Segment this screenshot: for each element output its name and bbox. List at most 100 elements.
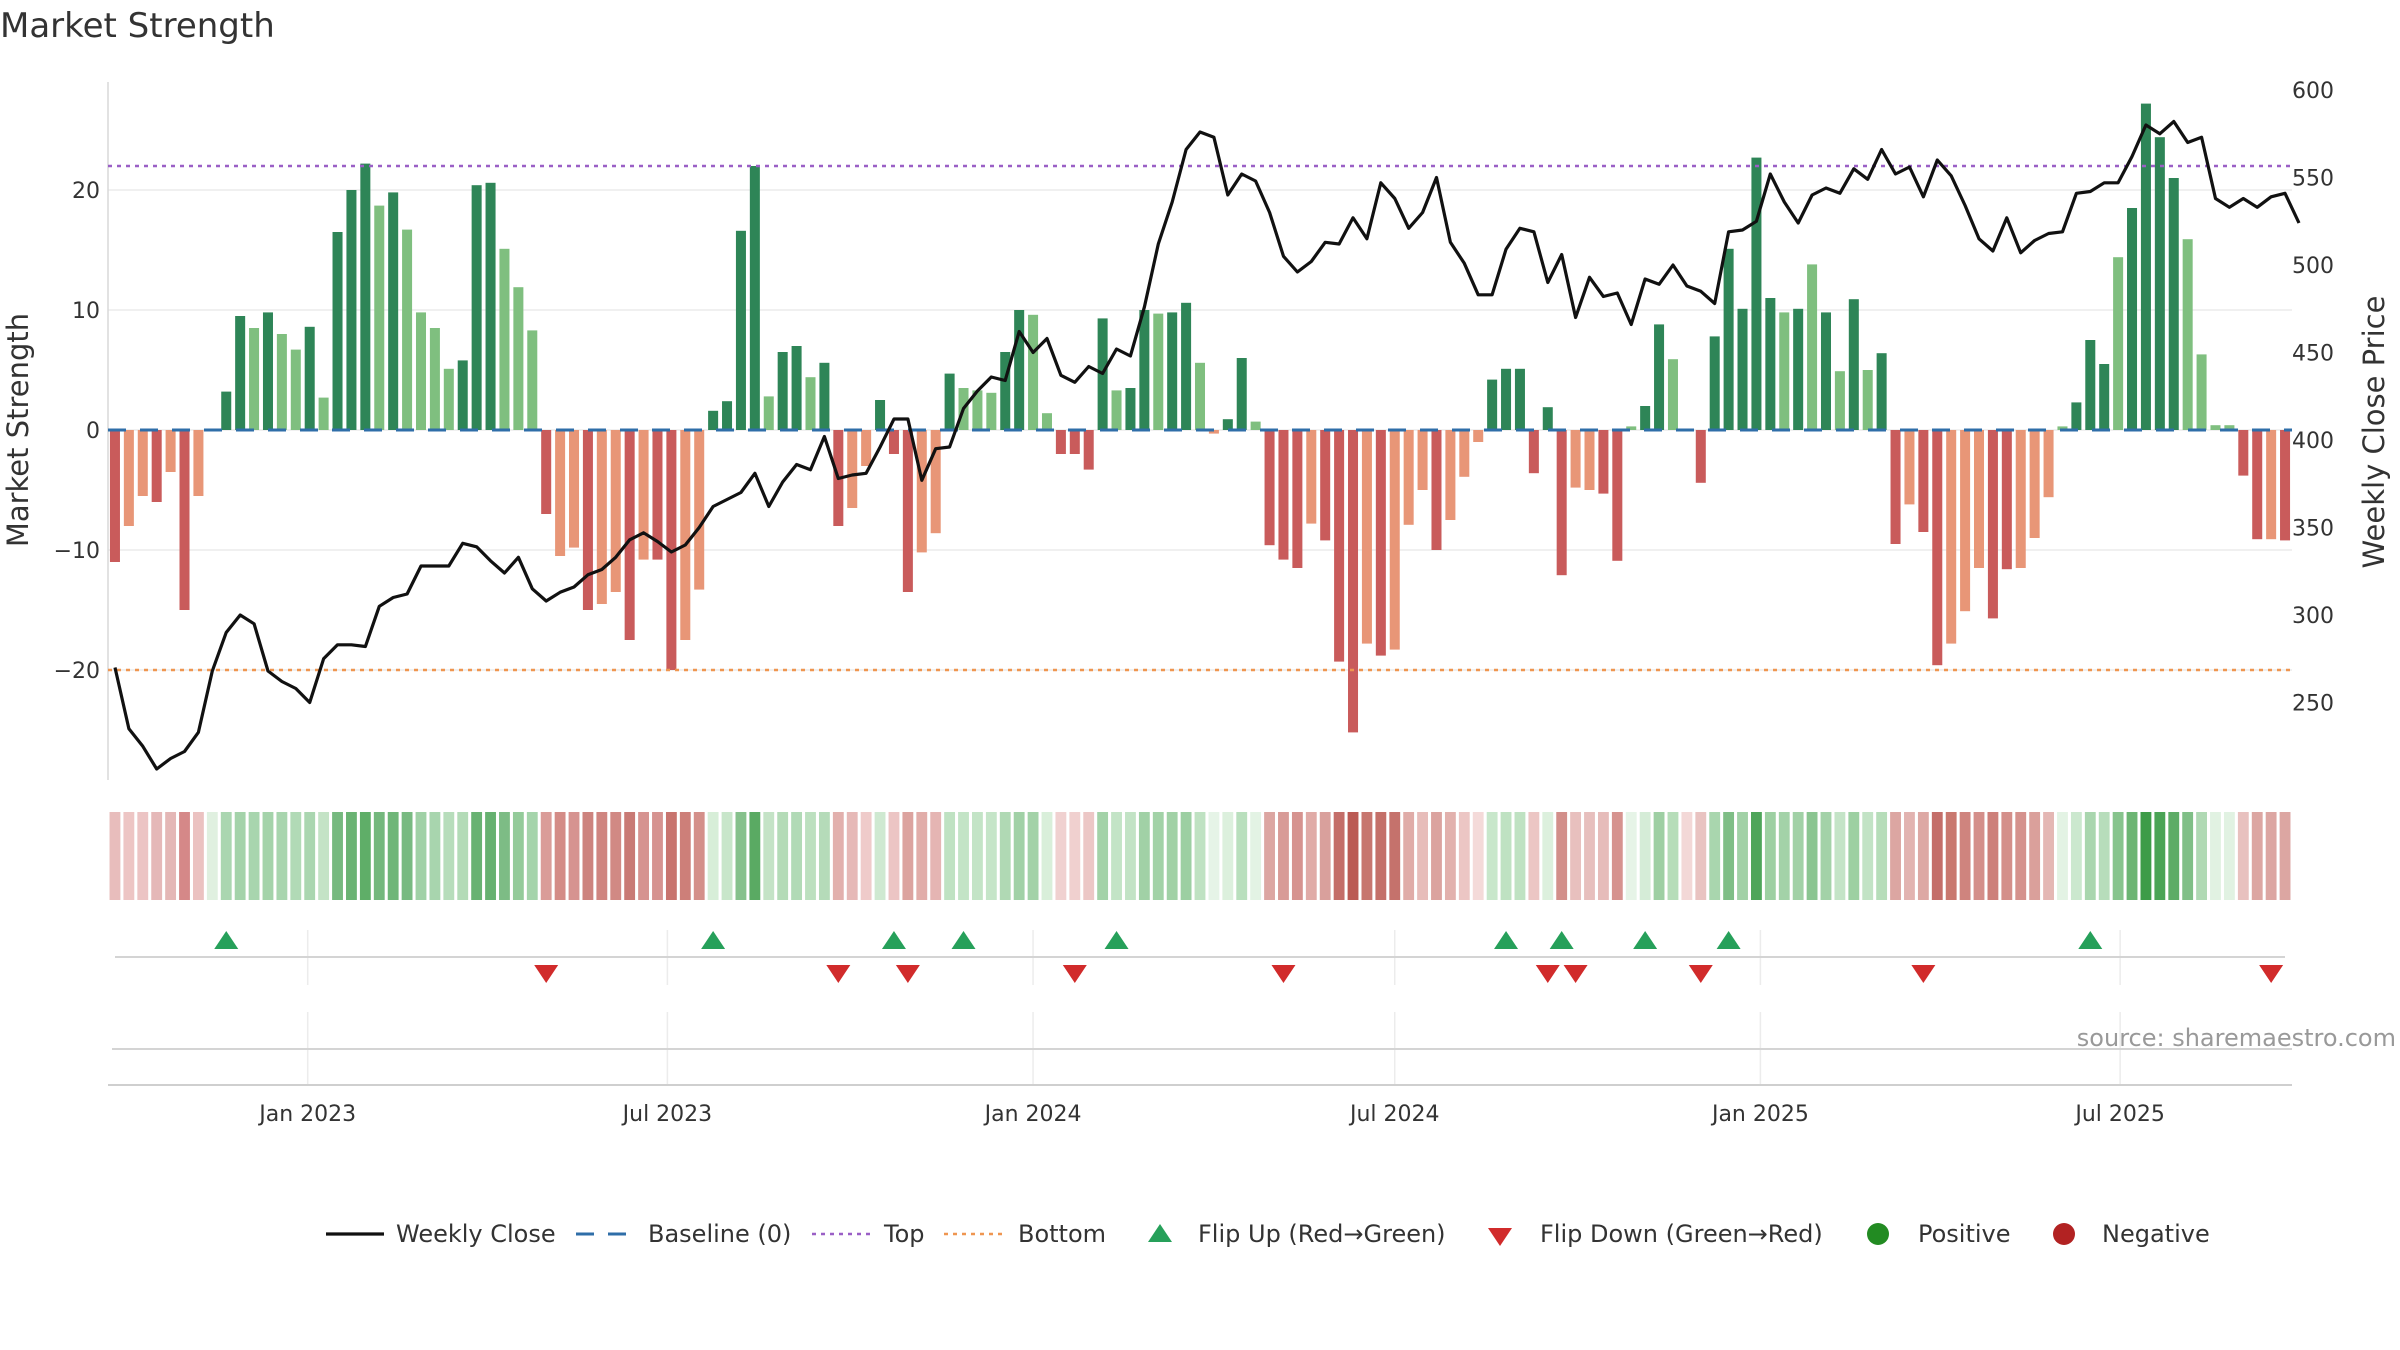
regime-cell (290, 812, 302, 900)
dot-panel (108, 1012, 2292, 1086)
strength-bar (694, 430, 705, 590)
regime-cell (1862, 812, 1874, 900)
strength-bar (1960, 430, 1971, 612)
legend-swatch-negative (2053, 1223, 2075, 1245)
strength-bar (374, 205, 385, 430)
regime-cell (1222, 812, 1234, 900)
strength-bar (735, 230, 746, 430)
regime-cell (1111, 812, 1122, 900)
strength-bar (624, 430, 635, 640)
y2-tick-label: 500 (2292, 254, 2334, 279)
regime-cell (2029, 812, 2041, 900)
y-tick-label: 20 (72, 179, 100, 204)
legend-label: Bottom (1018, 1220, 1106, 1248)
legend-label: Flip Down (Green→Red) (1540, 1220, 1823, 1248)
strength-bar (1932, 430, 1943, 666)
y2-tick-label: 450 (2292, 342, 2334, 367)
regime-strip (109, 812, 2291, 900)
x-tick-label: Jan 2023 (257, 1102, 356, 1127)
regime-cell (1764, 812, 1776, 900)
strength-bar (1167, 312, 1178, 430)
flip-up-marker (214, 931, 239, 949)
regime-cell (1180, 812, 1192, 900)
flip-up-marker (1104, 931, 1129, 949)
strength-bar (471, 185, 482, 430)
regime-cell (443, 812, 455, 900)
regime-cell (610, 812, 622, 900)
y2-tick-label: 250 (2292, 692, 2334, 717)
strength-bar (930, 430, 941, 534)
regime-cell (1486, 812, 1498, 900)
regime-cell (1041, 812, 1053, 900)
flip-panel (115, 930, 2285, 985)
strength-bar (1194, 362, 1206, 430)
flip-down-marker (826, 965, 851, 983)
strength-bar (2210, 425, 2221, 430)
y-axis-title: Market Strength (1, 313, 35, 547)
regime-cell (999, 812, 1011, 900)
strength-bar (249, 328, 260, 430)
regime-cell (1208, 812, 1220, 900)
regime-cell (1681, 812, 1693, 900)
strength-bar (485, 182, 496, 430)
legend-swatch-positive (1867, 1223, 1889, 1245)
threshold-lines (108, 164, 2292, 672)
strength-bar (165, 430, 176, 472)
regime-cell (1138, 812, 1150, 900)
strength-bar (722, 401, 733, 430)
strength-bar (1431, 430, 1442, 550)
y-tick-label: 0 (86, 419, 100, 444)
regime-cell (304, 812, 316, 900)
y2-tick-label: 300 (2292, 604, 2334, 629)
y-tick-label: −10 (54, 539, 100, 564)
strength-bar (1987, 430, 1998, 619)
strength-bar (972, 390, 983, 430)
regime-cell (2196, 812, 2208, 900)
strength-bar (1445, 430, 1456, 520)
strength-bar (1556, 430, 1567, 576)
regime-cell (958, 812, 969, 900)
strength-bar (1014, 310, 1025, 430)
y-tick-label: −20 (54, 659, 100, 684)
regime-cell (2098, 812, 2110, 900)
regime-cell (485, 812, 496, 900)
regime-cell (1959, 812, 1971, 900)
strength-bar (1890, 430, 1901, 544)
x-tick-label: Jul 2023 (621, 1102, 713, 1127)
legend-label: Negative (2102, 1220, 2210, 1248)
strength-bar (1028, 314, 1039, 430)
strength-bar (1876, 353, 1887, 430)
strength-bar (1751, 157, 1762, 430)
regime-cell (1278, 812, 1289, 900)
strength-bar (1584, 430, 1595, 490)
regime-cell (930, 812, 942, 900)
regime-cell (1667, 812, 1679, 900)
regime-cell (1333, 812, 1345, 900)
regime-cell (262, 812, 274, 900)
regime-cell (1876, 812, 1888, 900)
regime-cell (735, 812, 747, 900)
regime-cell (499, 812, 510, 900)
flip-down-marker (1535, 965, 1560, 983)
strength-bar (1834, 371, 1845, 430)
strength-bar (1904, 430, 1915, 505)
y2-tick-label: 350 (2292, 517, 2334, 542)
flip-up-marker (701, 931, 726, 949)
regime-cell (179, 812, 190, 900)
regime-cell (902, 812, 914, 900)
regime-cell (234, 812, 246, 900)
strength-bar (2266, 430, 2277, 540)
strength-bar (2099, 364, 2110, 430)
regime-cell (2057, 812, 2068, 900)
strength-bar (1862, 370, 1873, 430)
strength-bar (2224, 425, 2235, 430)
source-credit: source: sharemaestro.com (2077, 1024, 2396, 1052)
y2-tick-label: 600 (2292, 79, 2334, 104)
strength-bar (1181, 302, 1192, 430)
regime-cell (1236, 812, 1248, 900)
strength-bar (1807, 264, 1818, 430)
strength-bar (443, 368, 454, 430)
strength-bar (2168, 178, 2179, 430)
regime-cell (359, 812, 371, 900)
regime-cell (387, 812, 399, 900)
